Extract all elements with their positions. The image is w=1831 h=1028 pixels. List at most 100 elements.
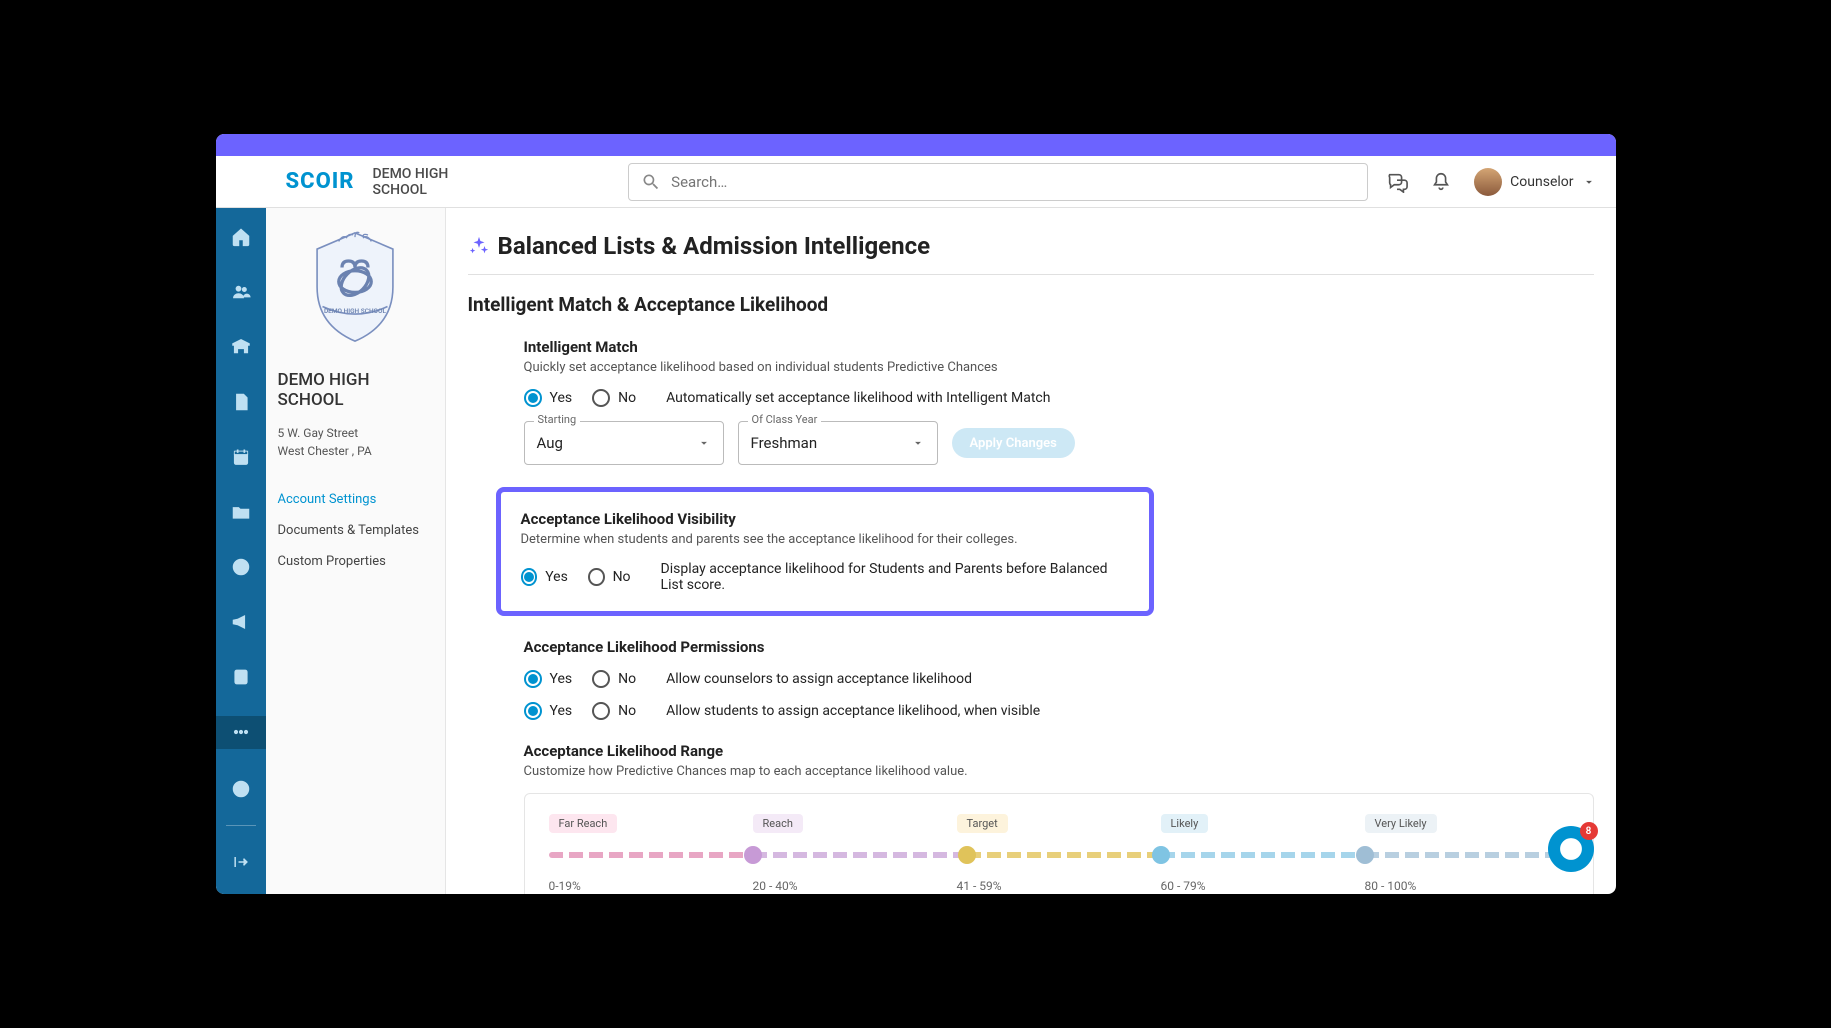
im-no-label: No bbox=[618, 390, 636, 406]
perm-row1: Yes No Allow counselors to assign accept… bbox=[524, 670, 1594, 688]
perm1-radio-yes[interactable] bbox=[524, 670, 542, 688]
im-desc: Quickly set acceptance likelihood based … bbox=[524, 360, 1594, 375]
vis-radio-yes[interactable] bbox=[521, 568, 538, 586]
sidenav-home[interactable] bbox=[216, 220, 266, 253]
perm1-yes: Yes bbox=[550, 671, 573, 687]
perm1-no: No bbox=[618, 671, 636, 687]
range-block: Acceptance Likelihood Range Customize ho… bbox=[524, 742, 1594, 779]
header-right: Counselor bbox=[1386, 168, 1595, 196]
vis-yes-label: Yes bbox=[545, 569, 568, 585]
classyear-label: Of Class Year bbox=[748, 413, 822, 426]
im-radio-no[interactable] bbox=[592, 389, 610, 407]
range-badge: Reach bbox=[753, 814, 803, 833]
perm1-radio-no[interactable] bbox=[592, 670, 610, 688]
perm-row2: Yes No Allow students to assign acceptan… bbox=[524, 702, 1594, 720]
header: SCOIR DEMO HIGH SCHOOL Counselor bbox=[216, 156, 1616, 208]
range-handle[interactable] bbox=[958, 846, 976, 864]
perm1-text: Allow counselors to assign acceptance li… bbox=[666, 671, 972, 687]
classyear-field: Of Class Year Freshman bbox=[738, 421, 938, 465]
im-field-row: Starting Aug Of Class Year Freshman bbox=[524, 421, 1594, 465]
im-radio-yes[interactable] bbox=[524, 389, 542, 407]
sidenav-calendar[interactable] bbox=[216, 440, 266, 473]
range-pct: 80 - 100% bbox=[1365, 879, 1417, 893]
vis-no-label: No bbox=[613, 569, 631, 585]
perm2-text: Allow students to assign acceptance like… bbox=[666, 703, 1040, 719]
left-school-title: DEMO HIGH SCHOOL bbox=[278, 370, 433, 410]
sparkle-icon bbox=[468, 235, 490, 257]
starting-value: Aug bbox=[537, 434, 563, 452]
left-nav-item[interactable]: Account Settings bbox=[278, 484, 433, 515]
sidenav bbox=[216, 208, 266, 894]
range-handle[interactable] bbox=[1152, 846, 1170, 864]
help-badge: 8 bbox=[1580, 822, 1598, 840]
dropdown-icon bbox=[697, 436, 711, 450]
im-radio-row: Yes No Automatically set acceptance like… bbox=[524, 389, 1594, 407]
sidenav-folder[interactable] bbox=[216, 495, 266, 528]
range-container: Far ReachReachTargetLikelyVery Likely 0-… bbox=[524, 793, 1594, 894]
top-accent-bar bbox=[216, 134, 1616, 156]
range-segment bbox=[753, 852, 967, 858]
body: DEMO HIGH SCHOOL DEMO HIGH SCHOOL 5 W. G… bbox=[216, 208, 1616, 894]
apply-changes-button[interactable]: Apply Changes bbox=[952, 428, 1075, 458]
left-nav-item[interactable]: Custom Properties bbox=[278, 546, 433, 577]
main-content: Balanced Lists & Admission Intelligence … bbox=[446, 208, 1616, 894]
chat-icon[interactable] bbox=[1386, 171, 1408, 193]
vis-desc: Determine when students and parents see … bbox=[521, 532, 1129, 547]
search-box[interactable] bbox=[628, 163, 1368, 201]
school-address: 5 W. Gay Street West Chester , PA bbox=[278, 424, 433, 460]
range-handle[interactable] bbox=[1356, 846, 1374, 864]
left-panel: DEMO HIGH SCHOOL DEMO HIGH SCHOOL 5 W. G… bbox=[266, 208, 446, 894]
visibility-block: Acceptance Likelihood Visibility Determi… bbox=[521, 510, 1129, 593]
perm2-radio-no[interactable] bbox=[592, 702, 610, 720]
help-fab[interactable]: 8 bbox=[1548, 826, 1594, 872]
app-window: SCOIR DEMO HIGH SCHOOL Counselor bbox=[216, 134, 1616, 894]
sidenav-megaphone[interactable] bbox=[216, 606, 266, 639]
sidenav-school[interactable] bbox=[216, 330, 266, 363]
lightbulb-icon bbox=[1559, 837, 1583, 861]
search-icon bbox=[641, 172, 661, 192]
user-name: Counselor bbox=[1510, 174, 1573, 190]
sidenav-chart[interactable] bbox=[216, 551, 266, 584]
left-nav: Account SettingsDocuments & TemplatesCus… bbox=[278, 484, 433, 577]
range-handle[interactable] bbox=[744, 846, 762, 864]
page-title: Balanced Lists & Admission Intelligence bbox=[468, 232, 1594, 275]
section-title: Intelligent Match & Acceptance Likelihoo… bbox=[468, 293, 1594, 316]
range-segment bbox=[549, 852, 753, 858]
range-badge: Very Likely bbox=[1365, 814, 1437, 833]
sidenav-more[interactable] bbox=[216, 716, 266, 749]
sidenav-list[interactable] bbox=[216, 661, 266, 694]
avatar bbox=[1474, 168, 1502, 196]
intelligent-match-block: Intelligent Match Quickly set acceptance… bbox=[524, 338, 1594, 465]
sidenav-people[interactable] bbox=[216, 275, 266, 308]
bell-icon[interactable] bbox=[1430, 171, 1452, 193]
address-line2: West Chester , PA bbox=[278, 442, 433, 460]
sidenav-compass[interactable] bbox=[216, 771, 266, 807]
sidenav-document[interactable] bbox=[216, 385, 266, 418]
range-segment bbox=[1161, 852, 1365, 858]
school-crest: DEMO HIGH SCHOOL bbox=[290, 222, 420, 352]
user-menu[interactable]: Counselor bbox=[1474, 168, 1595, 196]
search-input[interactable] bbox=[671, 173, 1355, 191]
vis-radio-no[interactable] bbox=[588, 568, 605, 586]
classyear-select[interactable]: Freshman bbox=[738, 421, 938, 465]
chevron-down-icon bbox=[1582, 175, 1596, 189]
starting-select[interactable]: Aug bbox=[524, 421, 724, 465]
perm2-radio-yes[interactable] bbox=[524, 702, 542, 720]
starting-label: Starting bbox=[534, 413, 581, 426]
logo[interactable]: SCOIR bbox=[286, 169, 355, 194]
range-pct: 0-19% bbox=[549, 879, 581, 893]
left-nav-item[interactable]: Documents & Templates bbox=[278, 515, 433, 546]
sidenav-divider bbox=[226, 825, 256, 826]
range-segment bbox=[967, 852, 1161, 858]
perm2-no: No bbox=[618, 703, 636, 719]
range-track-row[interactable] bbox=[549, 843, 1569, 867]
page-title-text: Balanced Lists & Admission Intelligence bbox=[498, 232, 931, 260]
perm-title: Acceptance Likelihood Permissions bbox=[524, 638, 1594, 656]
range-pct: 41 - 59% bbox=[957, 879, 1002, 893]
range-segment bbox=[1365, 852, 1569, 858]
vis-title: Acceptance Likelihood Visibility bbox=[521, 510, 1129, 528]
sidenav-collapse[interactable] bbox=[216, 844, 266, 880]
range-pct: 60 - 79% bbox=[1161, 879, 1206, 893]
im-yes-label: Yes bbox=[550, 390, 573, 406]
range-pct: 20 - 40% bbox=[753, 879, 798, 893]
